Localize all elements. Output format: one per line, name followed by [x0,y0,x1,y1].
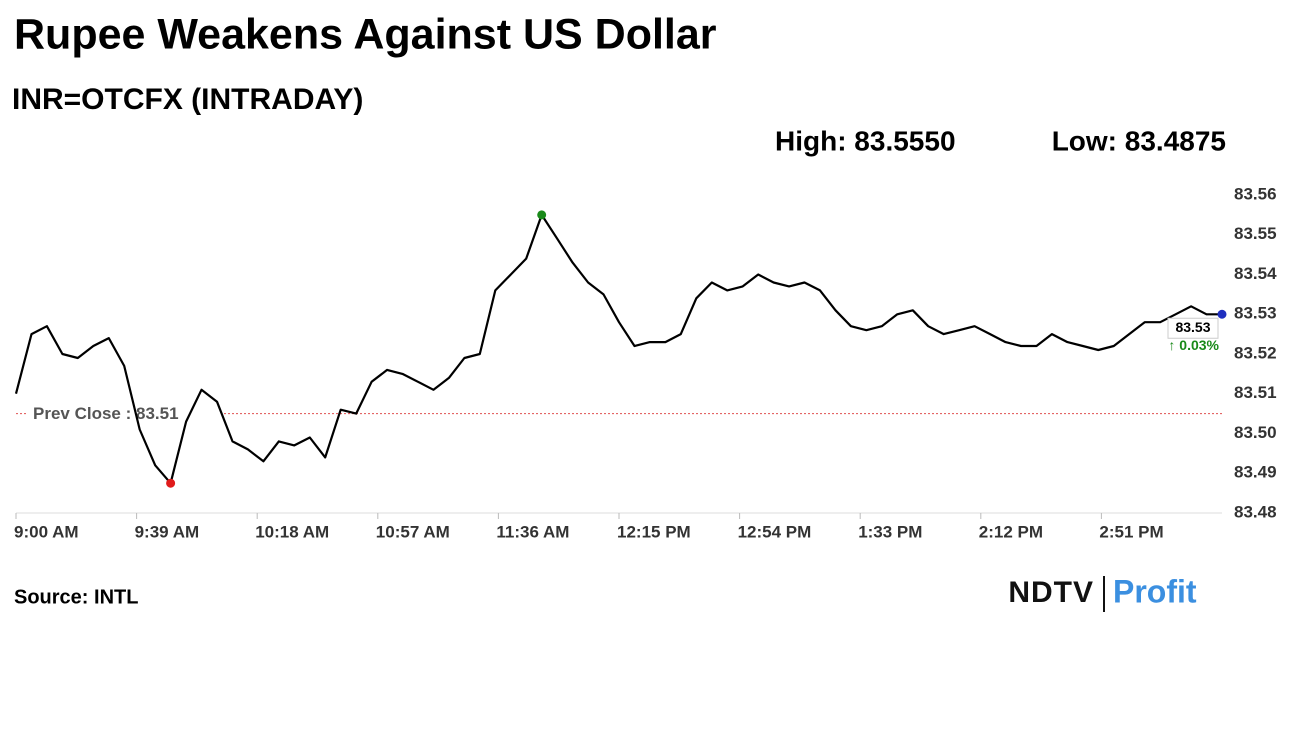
last-marker [1217,309,1227,319]
x-tick-label: 2:12 PM [979,522,1043,541]
chart-title: Rupee Weakens Against US Dollar [14,10,717,58]
chart-subtitle: INR=OTCFX (INTRADAY) [12,83,363,116]
y-tick-label: 83.49 [1234,463,1277,482]
last-label: 83.53 [1175,319,1210,335]
price-line [14,213,1222,485]
x-tick-label: 1:33 PM [858,522,922,541]
y-tick-label: 83.53 [1234,304,1277,323]
y-tick-label: 83.56 [1234,184,1277,203]
x-tick-label: 10:18 AM [255,522,329,541]
prev-close-label-bg [28,402,224,425]
x-tick-label: 12:54 PM [738,522,812,541]
logo-profit: Profit [1113,573,1197,609]
high-label: High: 83.5550 [775,125,956,156]
logo-ndtv: NDTV [1008,576,1094,609]
y-tick-label: 83.50 [1234,423,1277,442]
prev-close-label: Prev Close : 83.51 [33,404,179,423]
x-tick-label: 11:36 AM [496,522,569,541]
low-label: Low: 83.4875 [1052,125,1226,156]
y-tick-label: 83.51 [1234,383,1277,402]
y-tick-label: 83.52 [1234,343,1277,362]
x-tick-label: 10:57 AM [376,522,450,541]
change-label: ↑ 0.03% [1168,337,1219,353]
high-marker [537,210,547,220]
x-tick-label: 9:39 AM [135,522,200,541]
last-label-bg [1167,317,1219,339]
y-tick-label: 83.54 [1234,264,1277,283]
x-tick-label: 12:15 PM [617,522,691,541]
low-marker [166,478,176,488]
x-tick-label: 2:51 PM [1099,522,1163,541]
y-tick-label: 83.55 [1234,224,1277,243]
y-tick-label: 83.48 [1234,502,1277,521]
source: Source: INTL [14,586,138,608]
x-tick-label: 9:00 AM [14,522,79,541]
